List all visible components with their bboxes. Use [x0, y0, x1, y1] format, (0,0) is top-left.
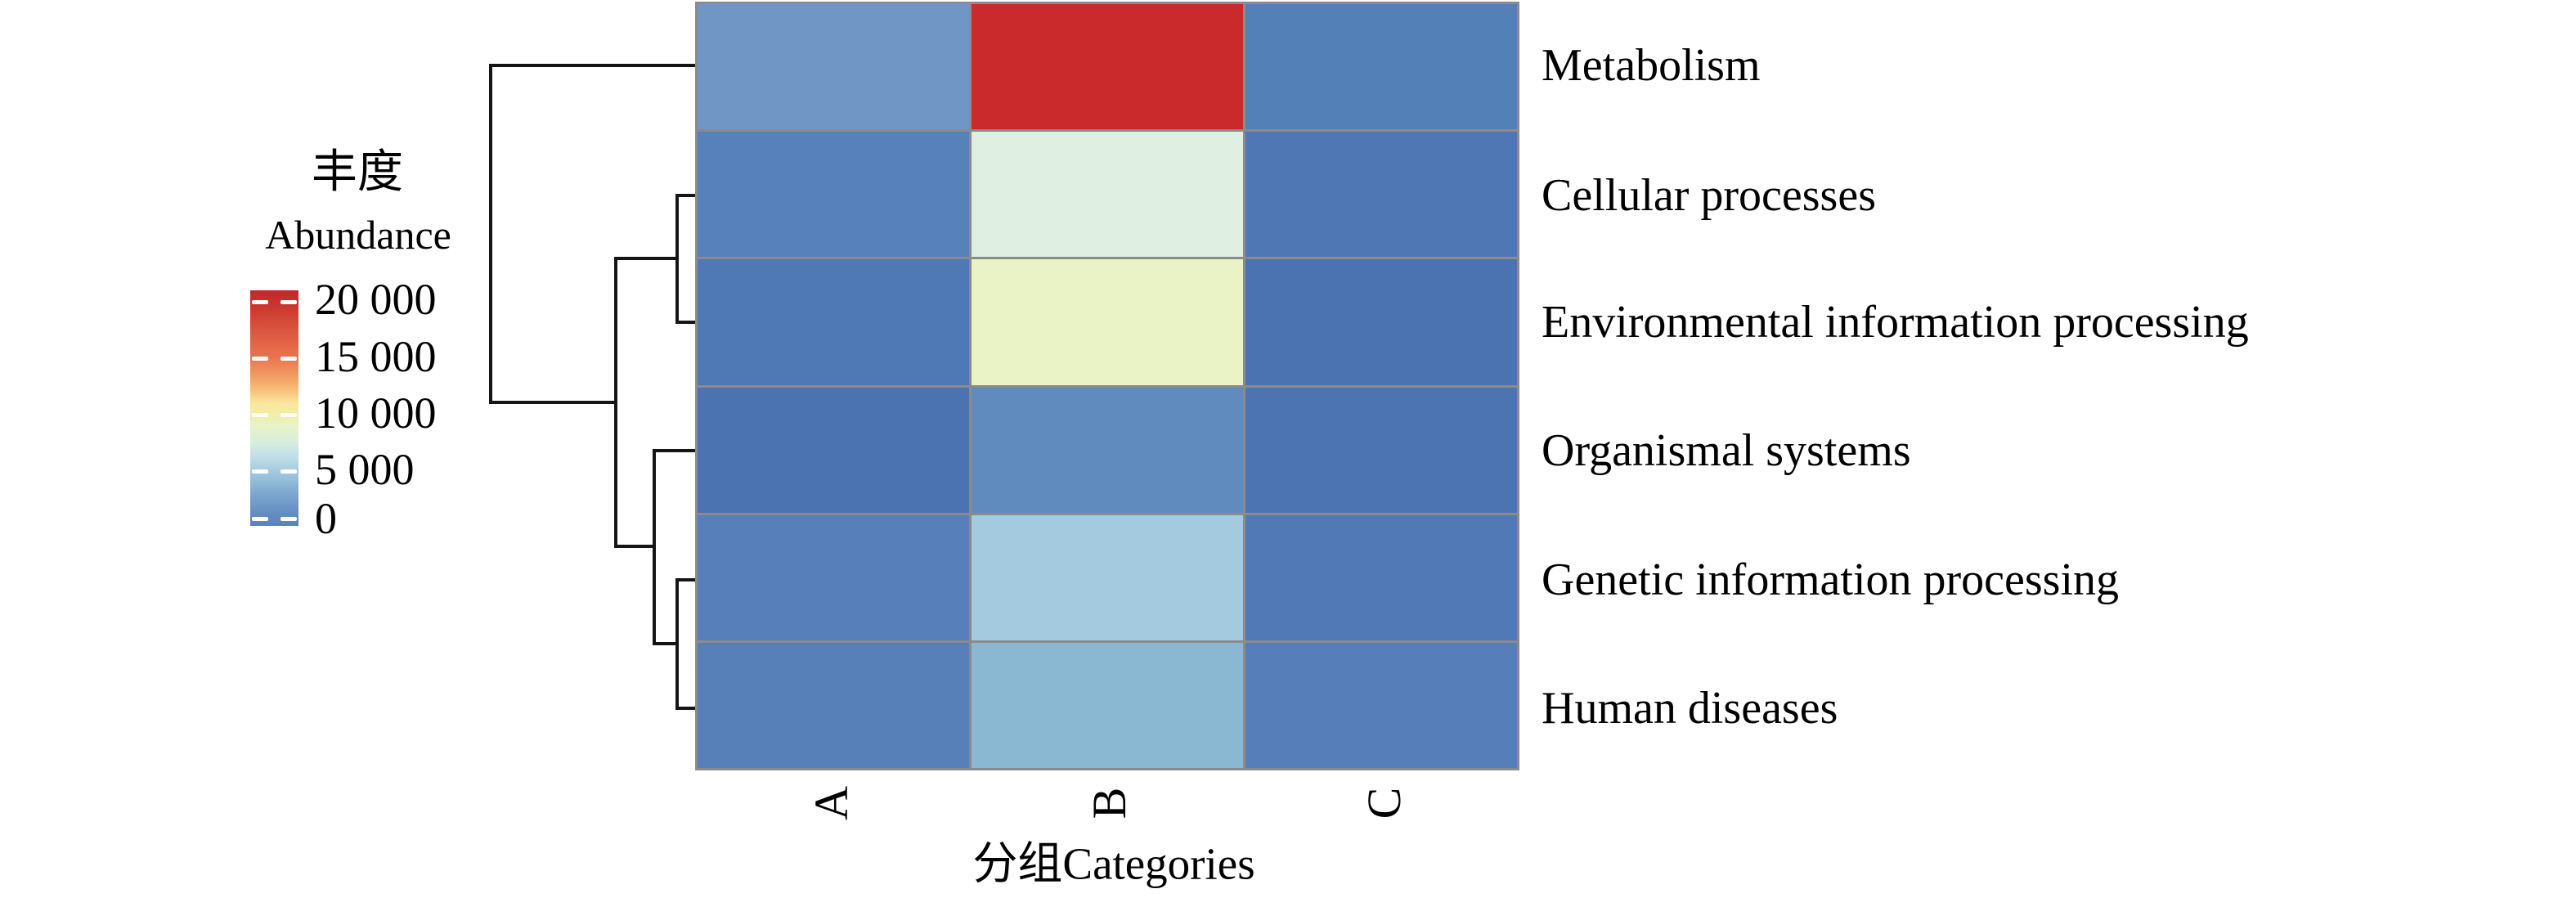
heatmap-cell-A-row5 — [698, 514, 969, 640]
heatmap-cell-A-row4 — [698, 387, 969, 513]
heatmap-grid — [695, 2, 1519, 770]
heatmap-cell-A-row3 — [698, 259, 969, 385]
heatmap-cell-C-row3 — [1245, 259, 1517, 385]
heatmap-cell-C-row6 — [1245, 642, 1517, 768]
colorbar-tick-label: 15 000 — [315, 332, 437, 381]
heatmap-cell-B-row5 — [972, 514, 1243, 640]
row-label: Cellular processes — [1542, 170, 1876, 221]
row-label: Genetic information processing — [1542, 555, 2120, 605]
colorbar-tick-label: 10 000 — [315, 388, 437, 438]
row-label: Organismal systems — [1542, 425, 1911, 476]
heatmap-cell-B-row2 — [972, 132, 1243, 258]
heatmap-cell-C-row1 — [1245, 4, 1517, 130]
heatmap-cell-B-row1 — [972, 4, 1243, 130]
colorbar-tick-dash — [280, 357, 297, 361]
x-axis-title: 分组Categories — [972, 838, 1255, 889]
heatmap-cell-A-row2 — [698, 132, 969, 258]
row-label: Human diseases — [1542, 683, 1838, 734]
col-label-B: B — [1083, 787, 1136, 819]
colorbar-tick-dash — [252, 469, 268, 474]
col-label-C: C — [1358, 787, 1411, 819]
row-label: Metabolism — [1542, 40, 1761, 91]
heatmap-cell-B-row4 — [972, 387, 1243, 513]
colorbar-tick-dash — [252, 357, 268, 361]
colorbar-tick-dash — [280, 300, 297, 304]
col-label-A: A — [805, 786, 858, 820]
heatmap-cell-A-row1 — [698, 4, 969, 130]
legend-title-en: Abundance — [265, 212, 451, 258]
colorbar-tick-label: 5 000 — [315, 445, 415, 494]
colorbar-tick-dash — [280, 469, 297, 474]
colorbar-tick-label: 20 000 — [315, 275, 437, 324]
colorbar — [250, 290, 298, 526]
colorbar-tick-label: 0 — [315, 494, 337, 543]
heatmap-cell-C-row5 — [1245, 514, 1517, 640]
colorbar-tick-dash — [252, 517, 268, 521]
legend-title-zh: 丰度 — [312, 147, 403, 198]
colorbar-tick-dash — [252, 413, 268, 417]
heatmap-cell-C-row4 — [1245, 387, 1517, 513]
colorbar-tick-dash — [280, 413, 297, 417]
colorbar-tick-dash — [252, 300, 268, 304]
heatmap-cell-A-row6 — [698, 642, 969, 768]
colorbar-tick-dash — [280, 517, 297, 521]
heatmap-cell-B-row6 — [972, 642, 1243, 768]
row-label: Environmental information processing — [1542, 297, 2249, 348]
heatmap-cell-C-row2 — [1245, 132, 1517, 258]
heatmap-cell-B-row3 — [972, 259, 1243, 385]
